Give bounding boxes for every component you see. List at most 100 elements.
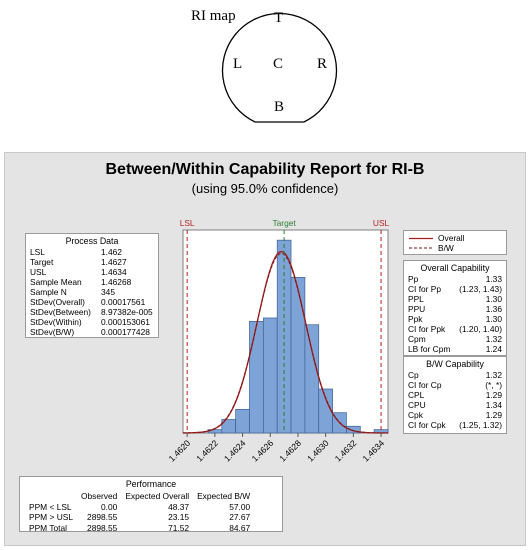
histogram-bar [290,277,306,434]
map-title: RI map [191,8,236,24]
stat-label: Ppk [408,314,423,324]
bw-capability-title: B/W Capability [426,359,484,369]
stat-label: Cp [408,370,419,380]
performance-header [26,491,78,502]
stat-value: 1.46268 [101,277,132,287]
stat-label: StDev(Overall) [30,297,85,307]
performance-cell: 2898.55 [87,512,118,522]
stat-value: 1.30 [485,294,502,304]
legend-overall-label: Overall [438,233,465,243]
map-label-bottom: B [274,99,285,115]
stat-value: 1.4627 [101,257,127,267]
x-tick-label: 1.4634 [360,438,386,464]
stat-value: (1.25, 1.32) [459,420,502,430]
performance-cell: PPM > USL [29,512,73,522]
performance-cell: PPM Total [29,522,68,533]
performance-table: Observed Expected Overall Expected B/W P… [26,491,255,533]
performance-cell: 71.52 [168,522,190,533]
stat-label: Pp [408,274,419,284]
stat-label: USL [30,267,47,277]
stat-value: (1.23, 1.43) [459,284,502,294]
stat-value: 345 [101,287,115,297]
stat-value: (1.20, 1.40) [459,324,502,334]
performance-cell: 2898.55 [87,522,118,533]
stat-label: CI for Pp [408,284,442,294]
stat-value: 1.32 [485,370,502,380]
stat-value: 0.000153061 [101,317,150,327]
stat-value: 1.36 [485,304,502,314]
stat-value: 1.30 [485,314,502,324]
x-tick-label: 1.4624 [222,438,248,464]
stat-label: LSL [30,247,45,257]
performance-cell: 57.00 [229,501,251,512]
stat-label: StDev(B/W) [30,327,75,337]
report-title: Between/Within Capability Report for RI-… [105,161,425,178]
stat-label: CI for Cp [408,380,442,390]
map-label-left: L [233,56,243,72]
performance-cell: 0.00 [101,501,118,512]
process-data-title: Process Data [65,236,119,246]
x-tick-label: 1.4632 [333,438,359,464]
performance-header: Observed [81,491,118,501]
x-tick-label: 1.4622 [194,438,220,464]
histogram-bar [262,317,278,434]
stat-label: StDev(Between) [30,307,91,317]
stat-value: 1.462 [101,247,122,257]
performance-row: PPM Total 2898.55 71.52 84.67 [26,523,255,534]
stat-label: Sample Mean [30,277,82,287]
overall-capability-box: Overall Capability Pp 1.33 CI for Pp (1.23,… [403,260,507,356]
stat-label: CPL [408,390,425,400]
stat-label: Target [30,257,54,267]
reference-line-label: LSL [180,218,195,228]
performance-row: PPM < LSL 0.00 48.37 57.00 [26,502,255,513]
stat-label: LB for Cpm [408,344,451,354]
stat-value: 0.00017561 [101,297,146,307]
stat-value: 0.000177428 [101,327,150,337]
histogram-bar [235,408,250,434]
stat-value: 1.24 [485,344,502,354]
legend: Overall B/W [403,230,507,255]
x-tick-label: 1.4620 [167,438,193,464]
performance-header-row: Observed Expected Overall Expected B/W [26,491,255,502]
reference-line-label: Target [272,218,296,228]
stat-label: Sample N [30,287,67,297]
performance-header: Expected B/W [197,491,251,501]
performance-cell: 27.67 [229,512,251,522]
x-tick-label: 1.4626 [250,438,276,464]
overall-capability-title: Overall Capability [420,263,490,273]
performance-header: Expected Overall [125,491,190,501]
stat-value: 8.97382e-005 [101,307,153,317]
stat-label: Cpm [408,334,426,344]
stat-label: PPL [408,294,424,304]
performance-cell: 23.15 [168,512,190,522]
stat-value: 1.4634 [101,267,127,277]
stat-label: StDev(Within) [30,317,82,327]
legend-bw-label: B/W [438,243,454,253]
bw-capability-box: B/W Capability Cp 1.32 CI for Cp (*, *) CPL 1… [403,356,507,434]
process-data-box: Process Data LSL 1.462 Target 1.4627 USL 1.46… [25,233,159,338]
x-tick-label: 1.4628 [277,438,303,464]
stat-value: (*, *) [485,380,502,390]
ri-map: RI map T L C R B [0,0,530,150]
histogram-bar [318,388,333,434]
report-subtitle: (using 95.0% confidence) [191,181,339,196]
performance-box: Performance Observed Expected Overall Ex… [19,476,283,533]
performance-title: Performance [125,479,177,489]
stat-value: 1.33 [485,274,502,284]
reference-line-label: USL [373,218,390,228]
performance-cell: PPM < LSL [29,501,72,512]
stat-label: CI for Ppk [408,324,446,334]
capability-report: Between/Within Capability Report for RI-… [4,152,526,546]
performance-cell: 84.67 [229,522,251,533]
wafer-outline [221,12,338,123]
stat-value: 1.29 [485,390,502,400]
stat-label: CI for Cpk [408,420,446,430]
stat-value: 1.29 [485,410,502,420]
x-tick-label: 1.4630 [305,438,331,464]
stat-label: Cpk [408,410,423,420]
histogram-bar [249,321,264,434]
bw-normal-curve [182,252,389,434]
performance-row: PPM > USL 2898.55 23.15 27.67 [26,512,255,523]
map-label-center: C [273,56,284,72]
